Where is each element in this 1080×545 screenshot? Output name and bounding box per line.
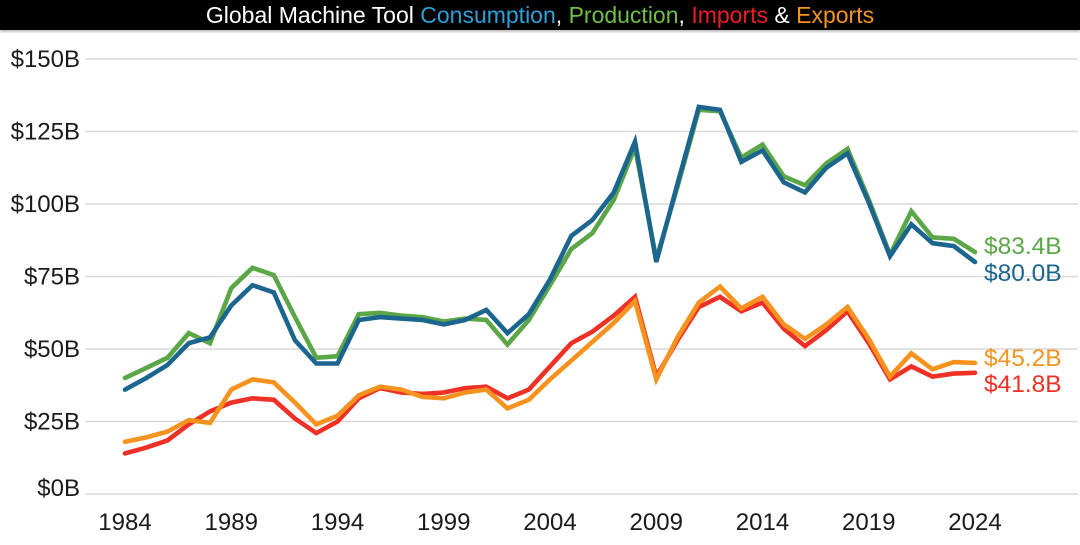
x-axis-tick-label: 1984 [98, 509, 151, 536]
series-end-label-consumption: $80.0B [984, 260, 1062, 287]
x-axis-tick-label: 1999 [417, 509, 470, 536]
y-axis-tick-label: $150B [11, 46, 80, 73]
title-part: Production [568, 2, 679, 28]
series-end-label-exports: $45.2B [984, 345, 1062, 372]
title-part: Consumption [420, 2, 556, 28]
y-axis-tick-label: $25B [24, 409, 80, 436]
title-part: & [768, 2, 797, 28]
y-axis-tick-label: $0B [37, 475, 80, 502]
title-part: , [678, 2, 692, 28]
y-axis-tick-label: $75B [24, 264, 80, 291]
y-axis-tick-label: $50B [24, 336, 80, 363]
x-axis-tick-label: 2009 [630, 509, 683, 536]
title-part: Imports [691, 2, 768, 28]
title-part: Exports [796, 2, 875, 28]
y-axis-tick-label: $100B [11, 191, 80, 218]
x-axis-tick-label: 2019 [842, 509, 895, 536]
series-line-production [122, 107, 978, 381]
series-line-consumption [122, 104, 978, 392]
x-axis-tick-label: 1994 [311, 509, 364, 536]
x-axis-tick-label: 2024 [948, 509, 1001, 536]
series-end-label-production: $83.4B [984, 233, 1062, 260]
x-axis-tick-label: 2014 [736, 509, 789, 536]
chart-title: Global Machine Tool Consumption, Product… [0, 0, 1080, 30]
title-part: Global Machine Tool [205, 2, 421, 28]
x-axis-tick-label: 2004 [523, 509, 576, 536]
y-axis-tick-label: $125B [11, 119, 80, 146]
series-end-label-imports: $41.8B [984, 371, 1062, 398]
x-axis-tick-label: 1989 [205, 509, 258, 536]
title-part: , [555, 2, 569, 28]
series-line-imports [122, 292, 978, 456]
series-line-exports [122, 283, 978, 445]
